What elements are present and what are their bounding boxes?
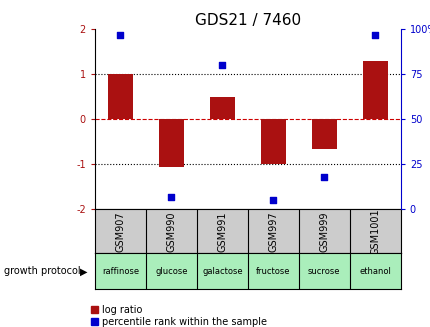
Text: growth protocol: growth protocol <box>4 267 81 276</box>
Point <box>320 174 327 180</box>
Text: GSM991: GSM991 <box>217 211 227 251</box>
Text: GSM999: GSM999 <box>319 211 329 251</box>
Text: ethanol: ethanol <box>359 267 390 276</box>
Text: raffinose: raffinose <box>101 267 138 276</box>
Bar <box>362 61 387 119</box>
Bar <box>108 75 133 119</box>
Text: fructose: fructose <box>255 267 290 276</box>
Bar <box>311 119 336 148</box>
Text: ▶: ▶ <box>80 267 88 276</box>
Text: GSM990: GSM990 <box>166 211 176 251</box>
Legend: log ratio, percentile rank within the sample: log ratio, percentile rank within the sa… <box>91 305 266 327</box>
Text: glucose: glucose <box>155 267 187 276</box>
Point <box>168 194 175 199</box>
Title: GDS21 / 7460: GDS21 / 7460 <box>194 13 300 28</box>
Text: GSM907: GSM907 <box>115 211 125 252</box>
Point <box>371 32 378 38</box>
Point <box>117 32 123 38</box>
Bar <box>260 119 286 164</box>
Text: sucrose: sucrose <box>307 267 340 276</box>
Text: GSM997: GSM997 <box>268 211 278 252</box>
Point <box>269 198 276 203</box>
Bar <box>209 97 234 119</box>
Text: galactose: galactose <box>202 267 242 276</box>
Text: GSM1001: GSM1001 <box>369 208 379 255</box>
Bar <box>158 119 184 166</box>
Point <box>218 63 225 68</box>
